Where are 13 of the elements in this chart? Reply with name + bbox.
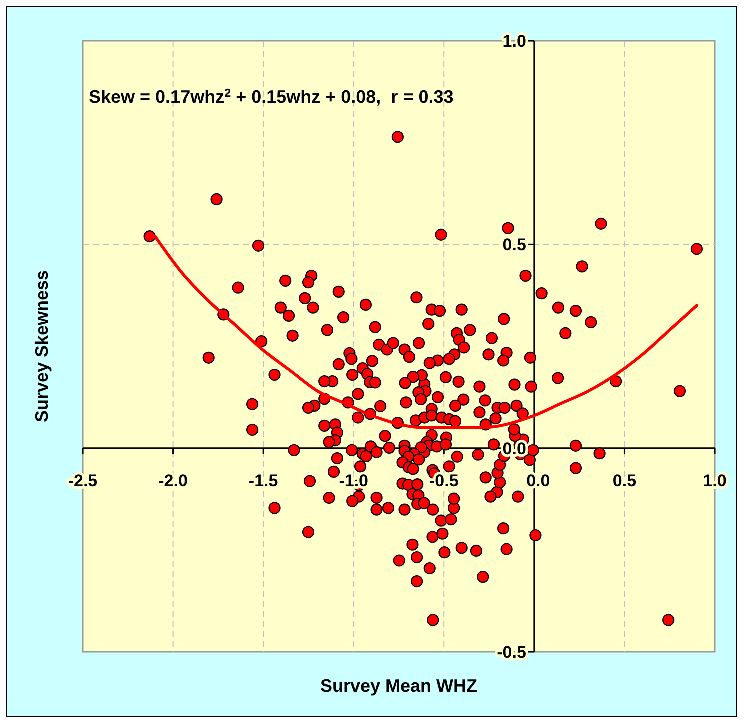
x-axis-title: Survey Mean WHZ	[320, 676, 478, 696]
y-tick-label: 0.5	[502, 236, 526, 255]
x-tick-label: 1.0	[703, 471, 727, 490]
x-tick-label: 0.5	[612, 471, 637, 490]
x-tick-label: -2.0	[158, 471, 188, 490]
y-tick-label: 1.0	[502, 32, 526, 51]
x-tick-label: -1.5	[248, 471, 278, 490]
x-tick-label: -1.0	[339, 471, 369, 490]
y-tick-label: -0.5	[497, 642, 526, 662]
x-tick-label: -2.5	[68, 471, 98, 490]
y-axis-title: Survey Skewness	[32, 270, 52, 423]
x-tick-label: -0.5	[429, 471, 459, 490]
annotation: Skew = 0.17whz$^{2}$ + 0.15whz + 0.08, r = 0.33	[89, 86, 454, 107]
